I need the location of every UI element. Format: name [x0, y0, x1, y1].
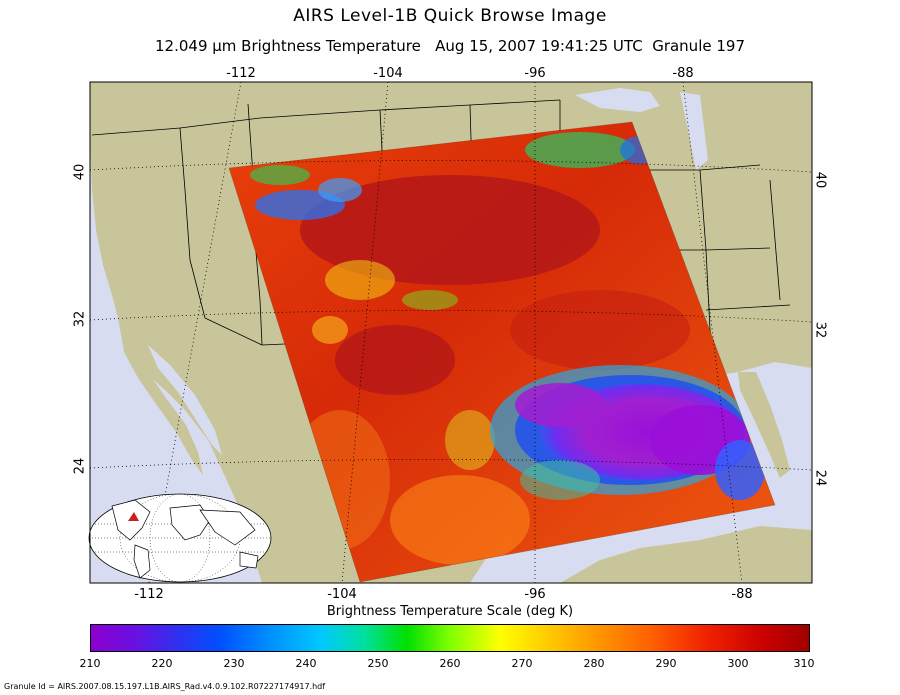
lon-label-top: -88 — [672, 66, 694, 81]
colorbar-tick: 220 — [151, 657, 173, 670]
colorbar-tick: 300 — [727, 657, 749, 670]
lake-superior — [575, 88, 660, 112]
locator-globe — [88, 493, 272, 583]
lake-michigan — [680, 92, 708, 170]
colorbar-tick: 280 — [583, 657, 605, 670]
location-marker-icon — [128, 512, 139, 521]
lon-label-bottom: -88 — [731, 587, 753, 602]
brightness-temperature-swath — [229, 122, 775, 582]
colorbar-tick: 240 — [295, 657, 317, 670]
colorbar-tick: 210 — [79, 657, 101, 670]
yucatan-land — [560, 526, 812, 583]
colorbar-tick: 310 — [793, 657, 815, 670]
lon-label-top: -96 — [524, 66, 546, 81]
gulf-of-california — [148, 345, 222, 455]
map-frame — [89, 81, 813, 584]
florida-peninsula — [738, 372, 790, 478]
lon-label-bottom: -112 — [134, 587, 164, 602]
pacific-ocean — [90, 82, 262, 583]
image-subtitle: 12.049 μm Brightness Temperature Aug 15,… — [155, 37, 745, 55]
colorbar — [90, 624, 810, 652]
colorbar-tick: 290 — [655, 657, 677, 670]
lon-label-top: -104 — [373, 66, 403, 81]
colorbar-tick: 260 — [439, 657, 461, 670]
lon-label-bottom: -104 — [327, 587, 357, 602]
baja-peninsula — [118, 318, 203, 475]
colorbar-tick: 250 — [367, 657, 389, 670]
granule-id: Granule Id = AIRS.2007.08.15.197.L1B.AIR… — [4, 682, 326, 691]
colorbar-title: Brightness Temperature Scale (deg K) — [326, 604, 574, 619]
image-title: AIRS Level-1B Quick Browse Image — [293, 6, 607, 26]
colorbar-tick: 270 — [511, 657, 533, 670]
lon-label-bottom: -96 — [524, 587, 546, 602]
colorbar-tick: 230 — [223, 657, 245, 670]
lon-label-top: -112 — [226, 66, 256, 81]
